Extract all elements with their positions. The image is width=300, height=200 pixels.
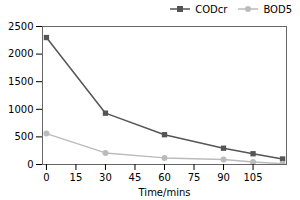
svg-text:105: 105	[244, 172, 263, 183]
svg-text:Time/mins: Time/mins	[138, 187, 191, 198]
svg-text:2500: 2500	[8, 21, 33, 32]
svg-text:60: 60	[158, 172, 171, 183]
svg-text:90: 90	[217, 172, 230, 183]
svg-text:0: 0	[43, 172, 49, 183]
svg-text:0: 0	[27, 159, 33, 170]
html-text:CODcr: CODcr	[195, 3, 228, 15]
svg-text:15: 15	[70, 172, 83, 183]
svg-text:30: 30	[99, 172, 112, 183]
svg-text:75: 75	[188, 172, 201, 183]
svg-text:500: 500	[14, 131, 33, 142]
svg-text:45: 45	[129, 172, 142, 183]
svg-text:2000: 2000	[8, 48, 33, 59]
html-text:BOD5: BOD5	[263, 3, 292, 15]
svg-text:1500: 1500	[8, 76, 33, 87]
svg-text:1000: 1000	[8, 104, 33, 115]
